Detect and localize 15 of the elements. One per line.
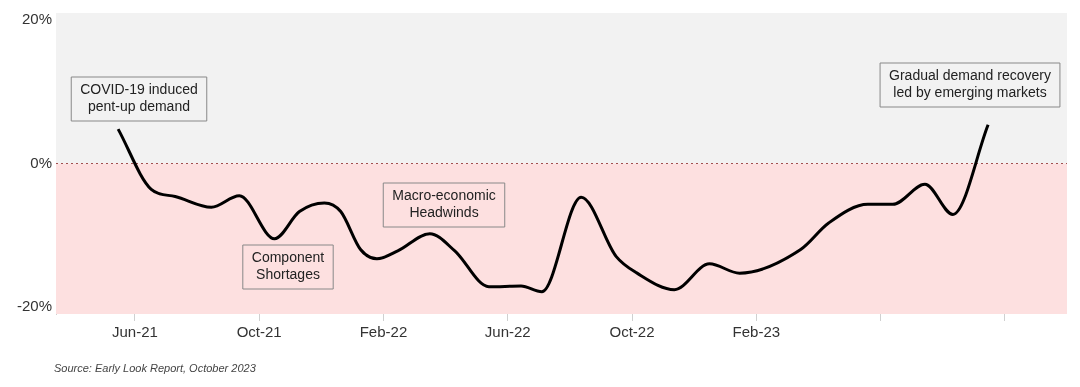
x-tick-label: Feb-22 [359,323,408,341]
x-tick-label: Jun-22 [484,323,531,341]
x-tick-label: Oct-22 [609,323,655,341]
y-tick-label: 20% [21,10,52,28]
x-tick-label: Jun-21 [111,323,158,341]
line-series [116,123,990,294]
annotation: Component Shortages [251,249,325,283]
x-tick-label: Feb-23 [732,323,781,341]
x-tick-label: Oct-21 [236,323,282,341]
y-tick-label: -20% [16,296,52,314]
annotation: Gradual demand recovery led by emerging markets [889,67,1051,101]
annotation: Macro-economic Headwinds [392,187,496,221]
annotation: COVID-19 induced pent-up demand [80,81,198,115]
y-tick-label: 0% [30,153,52,171]
source-note: Source: Early Look Report, October 2023 [54,362,257,375]
